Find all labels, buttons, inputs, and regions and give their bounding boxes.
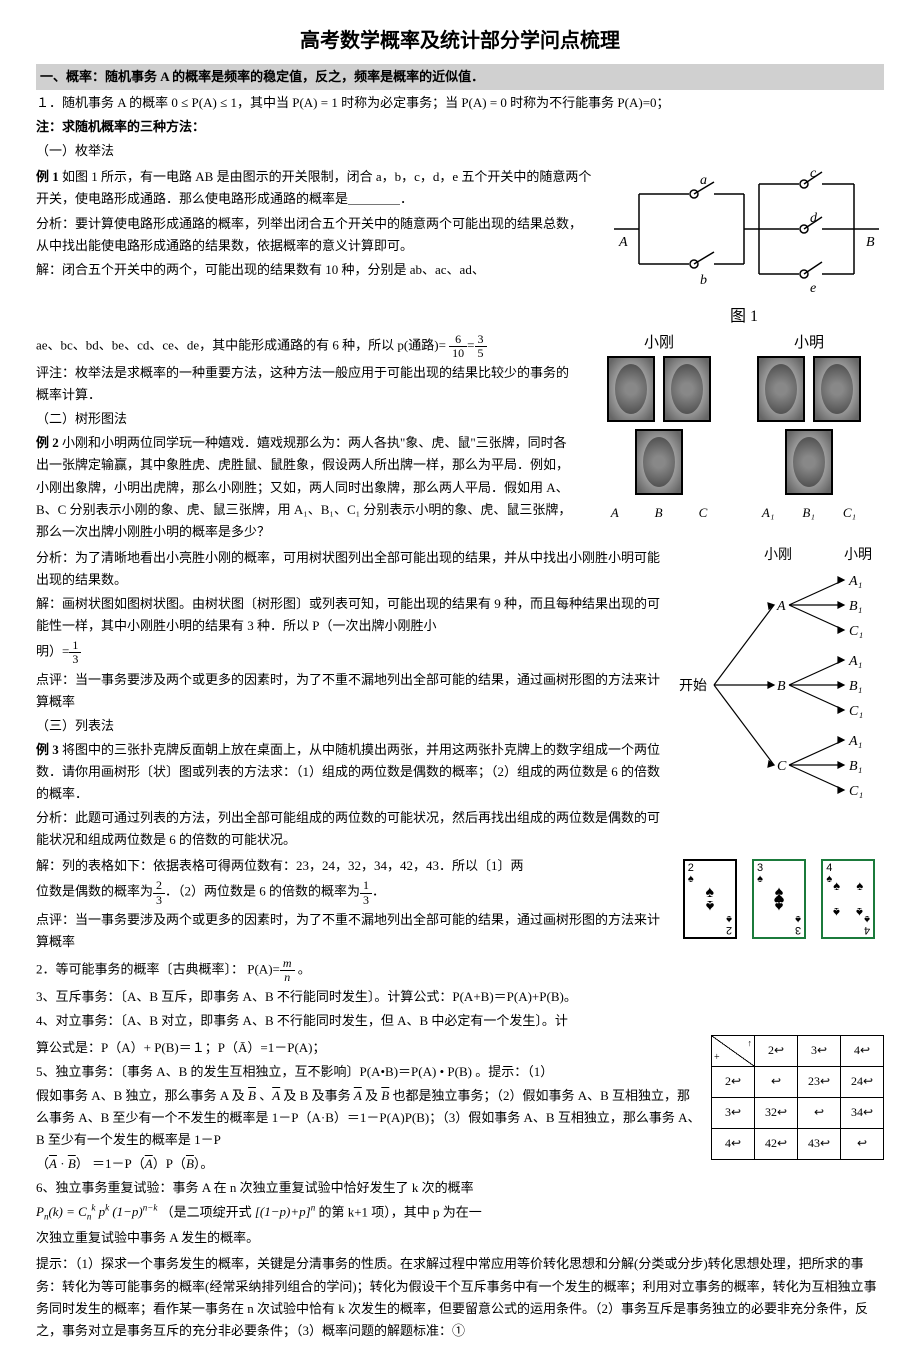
svg-text:B₁: B₁: [849, 599, 862, 614]
para-6b: Pn(k) = Cnk pk (1−p)n−k （是二项绽开式 [(1−p)+p…: [36, 1201, 701, 1225]
circuit-diagram: A B a b c d e: [604, 164, 884, 294]
svg-text:C₁: C₁: [849, 784, 863, 799]
fig1-caption: 图 1: [604, 303, 884, 330]
para-4: 4、对立事务：〔A、B 对立，即事务 A、B 不行能同时发生，但 A、B 中必定…: [36, 1010, 884, 1032]
ex1-review: 评注：枚举法是求概率的一种重要方法，这种方法一般应用于可能出现的结果比较少的事务…: [36, 362, 574, 406]
xm-label: 小明: [734, 331, 884, 357]
svg-text:B: B: [777, 679, 786, 694]
svg-text:B₁: B₁: [849, 679, 862, 694]
para-5c: （A · B） ＝1－P（A）P（B）。: [36, 1153, 701, 1175]
svg-text:B₁: B₁: [849, 759, 862, 774]
ex1-analysis: 分析：要计算使电路形成通路的概率，列举出闭合五个开关中的随意两个可能出现的结果总…: [36, 213, 594, 257]
hint: 提示：（1）探求一个事务发生的概率，关键是分清事务的性质。在求解过程中常应用等价…: [36, 1253, 884, 1341]
para-4b: 算公式是：P（A）+ P(B)＝１；P（Ā）=1－P(A)；: [36, 1037, 701, 1059]
card-elephant2: [757, 356, 805, 422]
card-elephant: [607, 356, 655, 422]
combo-table: ↑+2↩3↩4↩ 2↩↩23↩24↩ 3↩32↩↩34↩ 4↩42↩43↩↩: [711, 1035, 884, 1160]
svg-text:C: C: [777, 759, 787, 774]
card-tiger: [663, 356, 711, 422]
ex3-sol: 解：列的表格如下：依据表格可得两位数有：23，24，32，34，42，43．所以…: [36, 855, 664, 877]
para-6c: 次独立重复试验中事务 A 发生的概率。: [36, 1227, 701, 1249]
card-mouse: [635, 429, 683, 495]
ex3: 例 3 将图中的三张扑克牌反面朝上放在桌面上，从中随机摸出两张，并用这两张扑克牌…: [36, 739, 664, 805]
tree-diagram: 小刚 小明 开始 A B C A₁ B₁ C₁: [674, 545, 884, 825]
ex2-sol: 解：画树状图如图树状图。由树状图〔树形图〕或列表可知，可能出现的结果有 9 种，…: [36, 593, 664, 637]
svg-text:开始: 开始: [679, 678, 707, 694]
card-3: 3♠ ♠♠♠ 3♠: [752, 859, 806, 939]
ex3-sol2: 位数是偶数的概率为23．（2）两位数是 6 的倍数的概率为13．: [36, 879, 664, 906]
ex3-review: 点评：当一事务要涉及两个或更多的因素时，为了不重不漏地列出全部可能的结果，通过画…: [36, 909, 664, 953]
method2-title: （二）树形图法: [36, 408, 574, 430]
svg-text:C₁: C₁: [849, 624, 863, 639]
svg-text:C₁: C₁: [849, 704, 863, 719]
svg-text:b: b: [700, 273, 707, 288]
svg-text:c: c: [810, 166, 817, 181]
svg-text:小明: 小明: [844, 547, 872, 563]
svg-text:A: A: [618, 235, 628, 250]
svg-text:A₁: A₁: [848, 574, 862, 589]
method3-title: （三）列表法: [36, 715, 664, 737]
svg-text:小刚: 小刚: [764, 547, 792, 563]
ex2: 例 2 小刚和小明两位同学玩一种嬉戏．嬉戏规那么为：两人各执"象、虎、鼠"三张牌…: [36, 432, 574, 542]
section-header: 一、概率：随机事务 A 的概率是频率的稳定值，反之，频率是概率的近似值．: [36, 64, 884, 90]
ex2-analysis: 分析：为了清晰地看出小亮胜小刚的概率，可用树状图列出全部可能出现的结果，并从中找…: [36, 547, 664, 591]
xg-label: 小刚: [584, 331, 734, 357]
para-5b: 假如事务 A、B 独立，那么事务 A 及 B 、A 及 B 及事务 A 及 B …: [36, 1085, 701, 1151]
ex1-sol1: 解：闭合五个开关中的两个，可能出现的结果数有 10 种，分别是 ab、ac、ad…: [36, 259, 594, 281]
ex2-sol-end: 明）=13: [36, 639, 664, 666]
method1-title: （一）枚举法: [36, 140, 884, 162]
ex1-sol2: ae、bc、bd、be、cd、ce、de，其中能形成通路的有 6 种，所以 p(…: [36, 333, 574, 360]
para-6a: 6、独立事务重复试验：事务 A 在 n 次独立重复试验中恰好发生了 k 次的概率: [36, 1177, 701, 1199]
page-title: 高考数学概率及统计部分学问点梳理: [36, 24, 884, 58]
svg-text:A₁: A₁: [848, 654, 862, 669]
svg-text:B: B: [866, 235, 875, 250]
note-title: 注：求随机概率的三种方法：: [36, 116, 884, 138]
svg-text:A₁: A₁: [848, 734, 862, 749]
para-2: 2．等可能事务的概率〔古典概率〕： P(A)=mn 。: [36, 957, 884, 984]
svg-text:A: A: [776, 599, 786, 614]
card-2: 2♠ ♠♠ 2♠: [683, 859, 737, 939]
card-4: 4♠ ♠♠♠♠ 4♠: [821, 859, 875, 939]
svg-text:e: e: [810, 281, 816, 294]
card-tiger2: [813, 356, 861, 422]
para-3: 3、互斥事务：〔A、B 互斥，即事务 A、B 不行能同时发生〕。计算公式：P(A…: [36, 986, 884, 1008]
para-5a: 5、独立事务：〔事务 A、B 的发生互相独立，互不影响〕P(A•B)＝P(A) …: [36, 1061, 701, 1083]
svg-text:d: d: [810, 211, 818, 226]
svg-text:a: a: [700, 173, 707, 188]
ex2-review: 点评：当一事务要涉及两个或更多的因素时，为了不重不漏地列出全部可能的结果，通过画…: [36, 669, 664, 713]
para-1: １．随机事务 A 的概率 0 ≤ P(A) ≤ 1，其中当 P(A) = 1 时…: [36, 92, 884, 114]
ex1: 例 1 如图 1 所示，有一电路 AB 是由图示的开关限制，闭合 a，b，c，d…: [36, 166, 594, 210]
ex3-analysis: 分析：此题可通过列表的方法，列出全部可能组成的两位数的可能状况，然后再找出组成的…: [36, 807, 664, 851]
card-mouse2: [785, 429, 833, 495]
